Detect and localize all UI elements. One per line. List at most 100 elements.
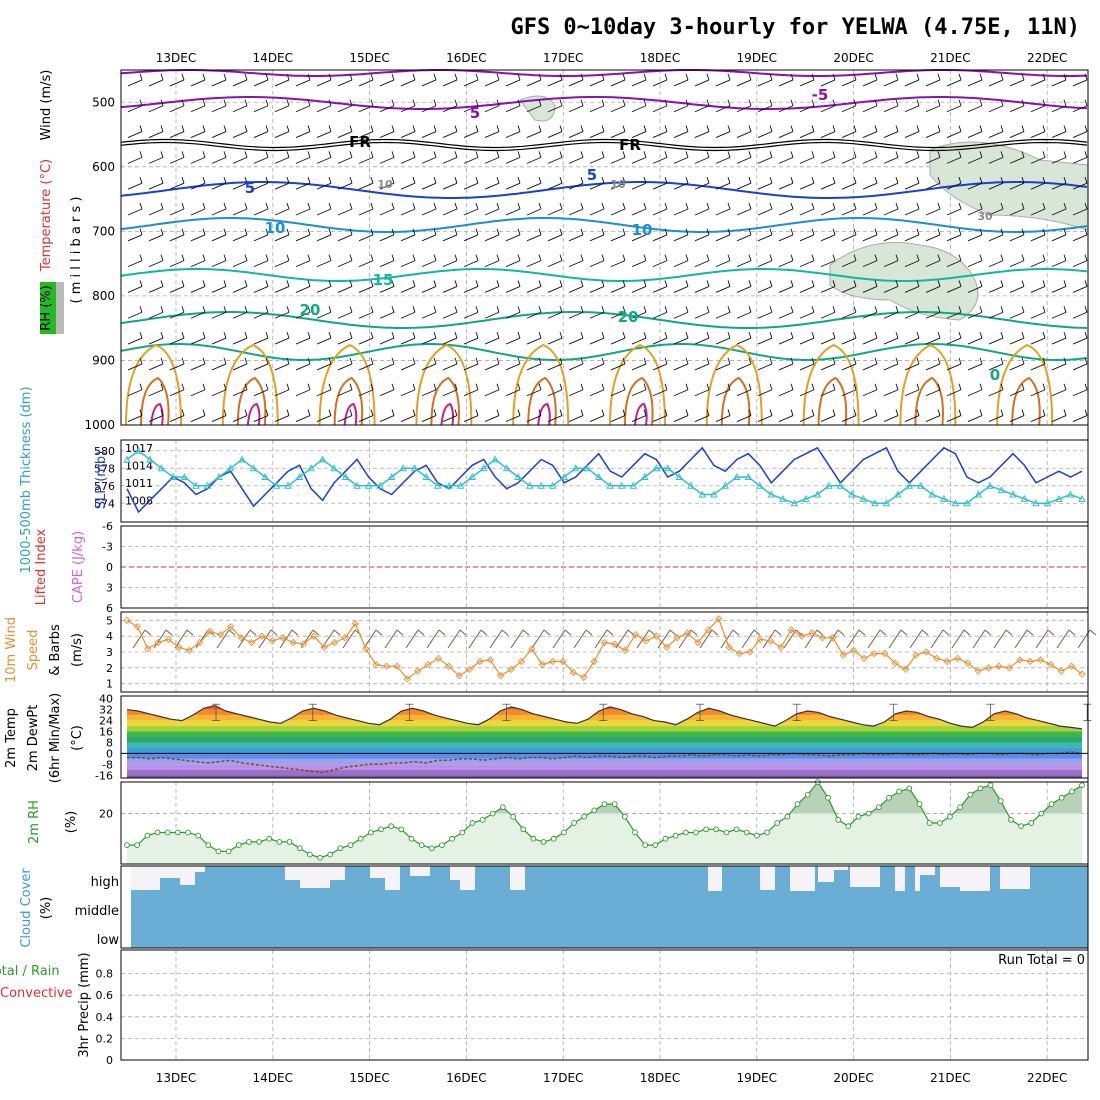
thickness-point (675, 473, 684, 480)
wind-barb (589, 182, 605, 190)
wind-barb-flag (265, 73, 269, 81)
wind10-point (538, 661, 546, 669)
wind-barb (400, 131, 416, 138)
wind10-barb (951, 629, 965, 649)
thickness-point (940, 494, 948, 502)
wind-barb-flag (202, 306, 206, 313)
wind-barb (505, 105, 521, 113)
wind10-point (268, 637, 276, 645)
wind-barb-flag (769, 409, 773, 416)
temp-band (127, 769, 1082, 776)
rh-point (144, 832, 151, 839)
wind-barb (967, 182, 983, 190)
ylabel-lifted-index: Lifted Index (34, 528, 49, 605)
wind-barb-flag (1063, 228, 1067, 235)
wind-barb-flag (1000, 73, 1004, 81)
wind-barb-flag (517, 409, 521, 416)
wind-barb-flag (559, 409, 563, 416)
wind-barb-flag (769, 177, 773, 184)
wind-barb-flag (244, 151, 248, 158)
wind-barb (589, 234, 605, 242)
wind10-point (808, 629, 816, 637)
wind-barb-flag (958, 409, 962, 416)
wind-barb-flag (748, 73, 752, 81)
rh-point (571, 820, 577, 826)
wind-barb-flag (496, 306, 500, 313)
wind-barb (379, 337, 395, 345)
wind-barb-flag (979, 73, 983, 81)
wind-barb-flag (1021, 202, 1025, 210)
wind-barb-flag (916, 254, 920, 261)
wind-barb-flag (748, 99, 752, 106)
wind-barb-flag (517, 280, 521, 287)
wind-barb (610, 156, 626, 164)
wind-barb-flag (286, 99, 290, 106)
wind-barb-flag (328, 306, 332, 313)
wind-barb (841, 311, 857, 319)
wind10-barb-flag (375, 629, 383, 636)
wind-barb (358, 156, 374, 164)
wind-barb-flag (811, 306, 815, 313)
wind-barb-flag (685, 383, 689, 390)
rh-point (418, 842, 425, 848)
wind-barb-flag (664, 331, 668, 339)
wind-barb-flag (853, 331, 857, 339)
wind10-point (818, 634, 827, 642)
thickness-point (1066, 490, 1075, 498)
wind-barb-flag (706, 306, 710, 313)
wind-barb (421, 389, 437, 397)
wind-barb (652, 286, 668, 293)
wind-barb-flag (223, 254, 227, 261)
wind-barb (274, 105, 290, 113)
wind10-barb (468, 629, 482, 649)
temp-band (127, 742, 1082, 748)
wind-barb-flag (706, 254, 710, 261)
rh-point (896, 788, 902, 795)
thickness-point (341, 473, 350, 480)
wind-barb (127, 260, 143, 268)
wind-barb (778, 208, 794, 216)
wind-barb (862, 79, 878, 87)
wind-barb-flag (1063, 99, 1067, 106)
wind10-point (196, 638, 204, 647)
contour-label: -5 (812, 86, 829, 104)
wind-barb-flag (748, 409, 752, 416)
thickness-point (618, 481, 626, 489)
wind-barb (820, 286, 836, 293)
wind-barb (484, 363, 500, 371)
wind-barb (190, 79, 206, 87)
wind-barb-flag (1042, 409, 1046, 416)
wind-barb (148, 286, 164, 293)
wind-barb-flag (706, 73, 710, 81)
cloud-gap (940, 866, 960, 887)
wind10-point (621, 646, 629, 655)
wind-barb-flag (1063, 306, 1067, 313)
wind-barb (904, 156, 920, 164)
ylabel-rh2m-a: 2m RH (27, 800, 42, 844)
wind-barb (421, 182, 437, 190)
wind-barb-flag (853, 202, 857, 210)
wind-barb-flag (286, 306, 290, 313)
wind-barb (442, 389, 458, 397)
wind-barb (883, 131, 899, 138)
wind-barb-flag (685, 125, 689, 132)
wind-barb-flag (286, 202, 290, 210)
wind-barb (925, 260, 941, 268)
wind-barb-flag (937, 73, 941, 81)
wind-barb-flag (685, 99, 689, 106)
wind-barb-flag (559, 202, 563, 210)
wind-barb (652, 337, 668, 345)
wind-barb (946, 363, 962, 371)
temp-contour-35 (537, 402, 551, 426)
wind-barb (337, 156, 353, 164)
wind-barb (463, 234, 479, 242)
wind10-point (548, 657, 557, 666)
thickness-point (261, 473, 269, 480)
wind-barb (316, 182, 332, 190)
wind-barb (232, 311, 248, 319)
wind-barb-flag (265, 306, 269, 313)
wind-barb (568, 131, 584, 138)
wind-barb (232, 389, 248, 397)
wind-barb (484, 208, 500, 216)
date-label-bottom: 22DEC (1027, 1071, 1067, 1085)
